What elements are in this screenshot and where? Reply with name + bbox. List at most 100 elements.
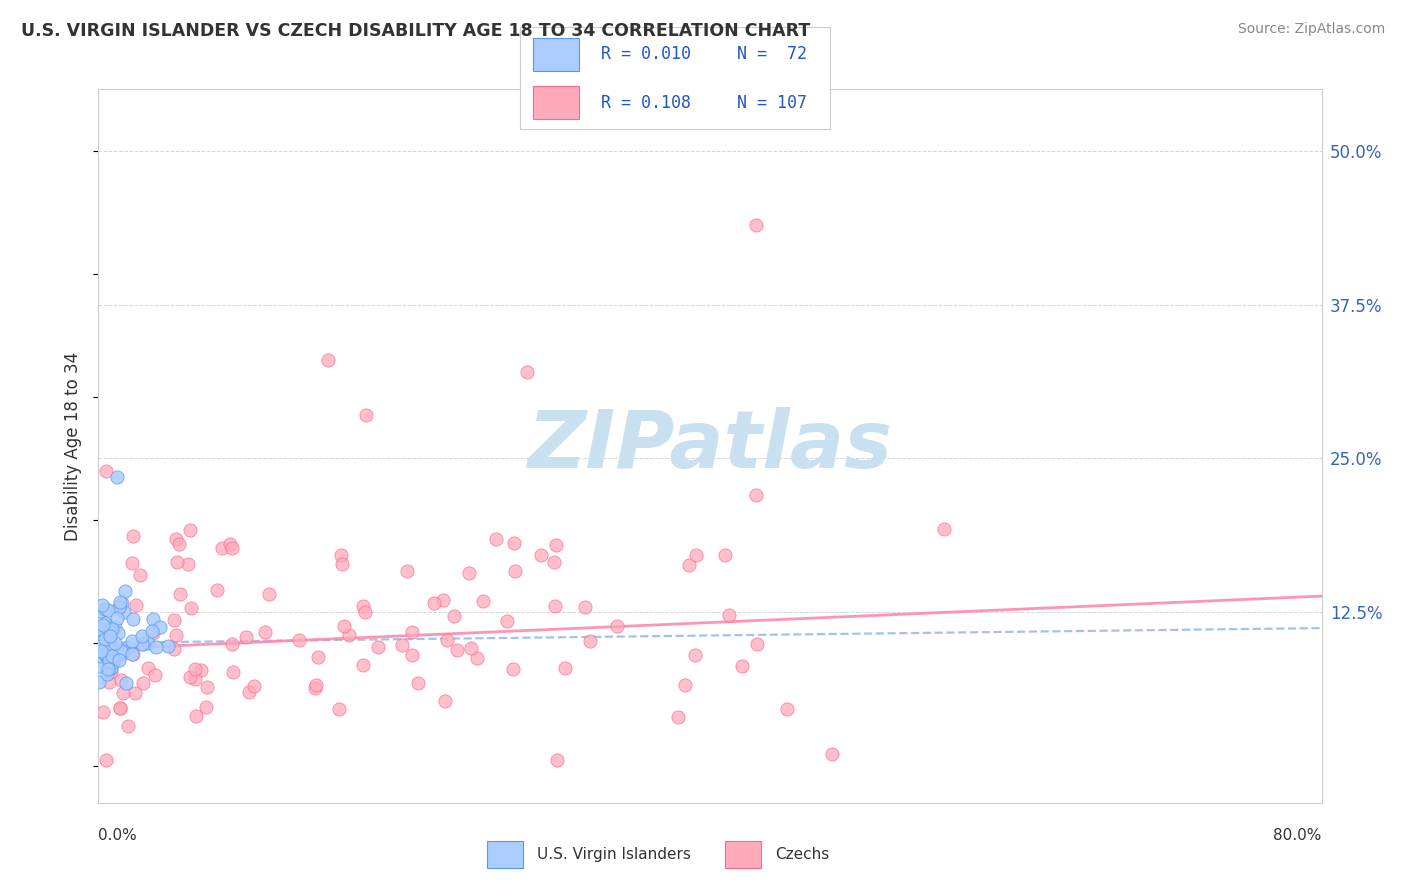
- Point: [546, 753, 568, 767]
- Point: [131, 629, 153, 643]
- Point: [94, 753, 117, 767]
- Point: [96, 667, 118, 681]
- Point: [121, 556, 143, 570]
- Point: [222, 665, 245, 680]
- Point: [195, 680, 218, 694]
- Y-axis label: Disability Age 18 to 34: Disability Age 18 to 34: [65, 351, 83, 541]
- Point: [544, 599, 567, 614]
- Point: [97, 603, 120, 617]
- Point: [352, 599, 374, 613]
- Point: [446, 643, 468, 657]
- Text: Czechs: Czechs: [775, 847, 830, 862]
- Point: [157, 639, 180, 653]
- Point: [105, 611, 128, 625]
- Point: [91, 626, 114, 640]
- Point: [776, 702, 799, 716]
- Point: [207, 582, 229, 597]
- Point: [747, 637, 769, 651]
- Point: [169, 587, 191, 601]
- Point: [108, 601, 131, 615]
- Point: [253, 625, 276, 640]
- Point: [166, 555, 188, 569]
- Bar: [533, 38, 579, 70]
- Point: [90, 648, 112, 663]
- Point: [443, 609, 465, 624]
- Point: [122, 612, 145, 626]
- Point: [122, 529, 145, 543]
- Point: [330, 548, 353, 562]
- Point: [434, 694, 457, 708]
- Point: [103, 642, 125, 657]
- Bar: [486, 841, 523, 868]
- Point: [101, 649, 124, 664]
- Point: [333, 619, 356, 633]
- Point: [530, 548, 553, 562]
- Point: [606, 619, 628, 633]
- Point: [221, 637, 243, 651]
- Point: [98, 624, 121, 639]
- Point: [495, 614, 517, 628]
- Point: [91, 598, 114, 612]
- Point: [94, 615, 117, 630]
- Point: [125, 598, 148, 612]
- Point: [101, 655, 124, 669]
- Point: [195, 700, 218, 714]
- Point: [101, 655, 124, 669]
- Text: R = 0.108: R = 0.108: [600, 94, 690, 112]
- Point: [143, 668, 166, 682]
- Point: [98, 636, 121, 650]
- Point: [89, 604, 111, 618]
- Point: [731, 658, 754, 673]
- Point: [678, 558, 700, 572]
- Text: N =  72: N = 72: [737, 45, 807, 63]
- Point: [180, 600, 202, 615]
- Point: [136, 661, 159, 675]
- Point: [145, 640, 167, 654]
- Point: [554, 661, 576, 675]
- Point: [124, 686, 146, 700]
- Point: [167, 537, 190, 551]
- Point: [98, 675, 121, 690]
- Point: [544, 538, 567, 552]
- Point: [112, 605, 135, 619]
- Point: [465, 650, 488, 665]
- Point: [685, 548, 707, 562]
- Point: [485, 532, 508, 546]
- Point: [353, 605, 375, 619]
- Point: [90, 643, 112, 657]
- Point: [579, 634, 602, 648]
- Point: [117, 640, 139, 654]
- Point: [142, 626, 165, 640]
- Point: [97, 641, 120, 656]
- Point: [190, 663, 212, 677]
- Point: [115, 676, 138, 690]
- Point: [101, 622, 124, 636]
- Point: [87, 675, 110, 690]
- Point: [304, 678, 326, 692]
- Point: [129, 568, 152, 582]
- Point: [184, 672, 207, 686]
- Point: [460, 640, 482, 655]
- Point: [131, 637, 153, 651]
- Point: [243, 679, 266, 693]
- Point: [304, 681, 326, 695]
- Point: [666, 710, 689, 724]
- Point: [432, 593, 454, 607]
- Point: [117, 719, 139, 733]
- Text: R = 0.010: R = 0.010: [600, 45, 690, 63]
- Point: [436, 633, 458, 648]
- Point: [110, 595, 132, 609]
- Point: [87, 632, 110, 646]
- Point: [98, 637, 121, 651]
- Point: [121, 634, 143, 648]
- Point: [91, 705, 114, 719]
- Point: [111, 647, 134, 661]
- Point: [100, 661, 122, 675]
- Point: [101, 641, 124, 656]
- Point: [100, 661, 122, 675]
- Point: [163, 642, 186, 657]
- Point: [93, 642, 115, 657]
- Point: [107, 600, 129, 615]
- Point: [235, 630, 257, 644]
- Point: [89, 622, 111, 636]
